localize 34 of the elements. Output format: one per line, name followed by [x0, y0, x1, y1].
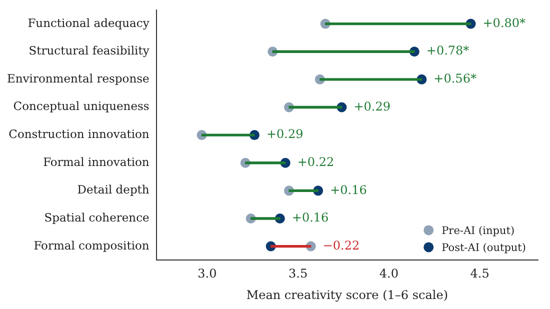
bar [201, 134, 255, 136]
bar [288, 189, 318, 192]
y-tick-label: Functional adequacy [28, 16, 150, 30]
data-label: +0.22 [297, 154, 334, 169]
x-axis-title: Mean creativity score (1–6 scale) [246, 288, 448, 302]
bar [288, 106, 342, 109]
data-label: +0.16 [292, 210, 329, 225]
bar [245, 162, 286, 164]
bar [250, 217, 280, 220]
y-tick-label: Structural feasibility [28, 44, 150, 58]
x-tick-label: 4.5 [470, 266, 490, 281]
y-tick-label: Environmental response [6, 71, 150, 86]
data-label: +0.16 [330, 182, 367, 197]
data-label: +0.29 [354, 99, 390, 114]
data-label: −0.22 [322, 238, 360, 252]
y-tick-label: Spatial coherence [44, 210, 150, 224]
data-label: +0.80* [482, 16, 526, 30]
y-tick-label: Formal composition [34, 238, 150, 252]
legend-label: Post-AI (output) [442, 242, 526, 254]
bar [270, 244, 312, 248]
y-tick-label: Conceptual uniqueness [13, 99, 150, 114]
bar [325, 22, 472, 26]
x-tick-label: 3.5 [288, 266, 308, 281]
bar [272, 50, 415, 53]
legend-label: Pre-AI (input) [442, 224, 515, 237]
y-tick-label: Detail depth [77, 182, 150, 197]
data-label: +0.56* [434, 72, 476, 86]
data-label: +0.29 [266, 127, 304, 142]
x-tick-label: 4.0 [379, 266, 399, 281]
bar [320, 78, 422, 81]
y-tick-label: Construction innovation [8, 127, 150, 142]
x-tick-label: 3.0 [198, 266, 217, 281]
y-tick-label: Formal innovation [43, 154, 150, 169]
data-label: +0.78* [426, 44, 470, 58]
